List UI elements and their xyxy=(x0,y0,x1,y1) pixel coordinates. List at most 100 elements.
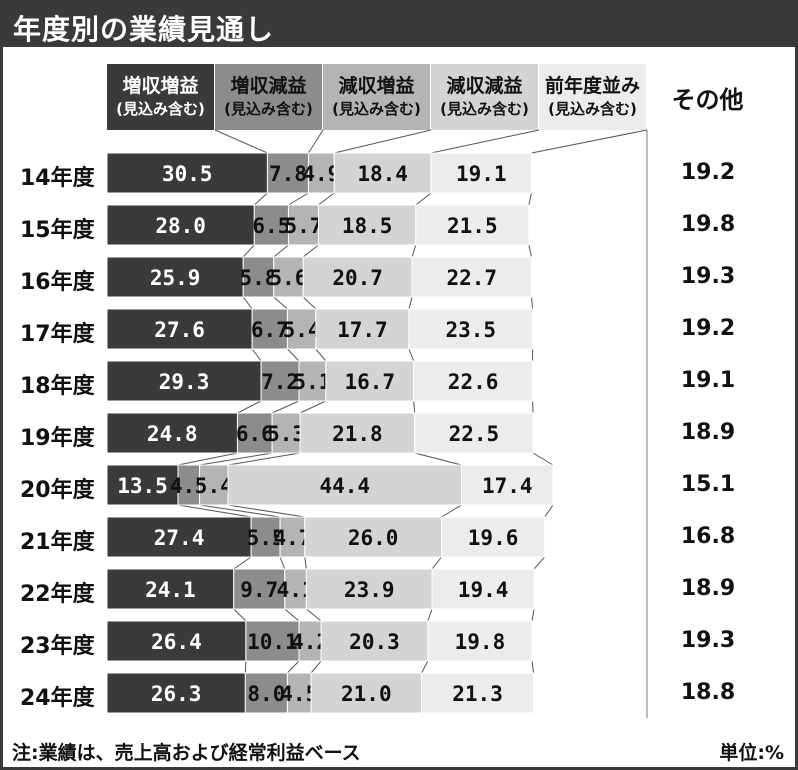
bar-segment xyxy=(106,308,253,350)
column-header-1: 増収増益 (見込み含む) xyxy=(107,64,215,130)
bar-segment xyxy=(333,152,432,194)
other-value: 19.2 xyxy=(680,316,736,341)
data-label: 21.3 xyxy=(452,682,503,706)
data-label: 8.0 xyxy=(247,682,285,706)
year-label: 16年度 xyxy=(20,270,95,295)
connector-line xyxy=(528,244,532,258)
connector-line xyxy=(302,296,317,310)
column-header-other: その他 xyxy=(648,64,768,130)
data-label: 5.6 xyxy=(270,266,308,290)
column-header-2: 増収減益 (見込み含む) xyxy=(215,64,323,130)
connector-line xyxy=(253,192,268,206)
connector-line xyxy=(233,556,252,570)
column-header-title: 増収増益 xyxy=(122,75,199,97)
year-label: 21年度 xyxy=(20,530,95,555)
data-label: 26.3 xyxy=(151,682,202,706)
data-label: 5.8 xyxy=(240,266,278,290)
connector-line xyxy=(284,608,300,622)
other-value: 19.3 xyxy=(680,264,736,289)
connector-line xyxy=(287,348,300,362)
connector-line xyxy=(408,348,415,362)
bar-segment xyxy=(302,256,413,298)
year-label: 18年度 xyxy=(20,374,95,399)
connector-line xyxy=(430,129,540,154)
data-label: 5.3 xyxy=(267,422,305,446)
data-label: 7.2 xyxy=(261,370,299,394)
connector-line xyxy=(530,296,534,310)
connector-line xyxy=(237,400,262,414)
data-label: 23.5 xyxy=(445,318,496,342)
column-header-subtitle: (見込み含む) xyxy=(548,100,637,118)
bar-segment xyxy=(233,568,286,610)
connector-line xyxy=(431,556,442,570)
bar-segment xyxy=(317,204,417,246)
data-label: 19.6 xyxy=(468,526,519,550)
data-label: 5.4 xyxy=(195,474,233,498)
connector-line xyxy=(288,192,309,206)
connector-line xyxy=(227,504,305,518)
other-value: 15.1 xyxy=(680,472,736,497)
column-header-subtitle: (見込み含む) xyxy=(224,100,313,118)
data-label: 19.4 xyxy=(458,578,509,602)
data-label: 21.5 xyxy=(447,214,498,238)
bar-segment xyxy=(325,360,415,402)
data-label: 19.1 xyxy=(456,162,507,186)
bar-segment xyxy=(430,152,532,194)
data-label: 24.1 xyxy=(145,578,196,602)
connector-line xyxy=(318,192,335,206)
year-label: 24年度 xyxy=(20,686,95,711)
connector-line xyxy=(271,400,300,414)
bar-segment xyxy=(106,360,262,402)
connector-line xyxy=(308,129,324,154)
bar-segment xyxy=(286,308,317,350)
column-header-title: 増収減益 xyxy=(230,75,307,97)
data-label: 10.1 xyxy=(247,630,298,654)
connector-line xyxy=(531,660,535,674)
data-label: 5.5 xyxy=(247,526,285,550)
bar-segment xyxy=(320,620,429,662)
data-label: 16.7 xyxy=(344,370,395,394)
bar-segment xyxy=(251,308,288,350)
bar-segment xyxy=(415,204,530,246)
year-label: 14年度 xyxy=(20,166,95,191)
bar-segment xyxy=(441,516,546,558)
bar-segment xyxy=(305,568,433,610)
data-label: 21.8 xyxy=(332,422,383,446)
data-label: 9.7 xyxy=(240,578,278,602)
data-label: 25.9 xyxy=(150,266,201,290)
data-label: 17.7 xyxy=(337,318,388,342)
connector-line xyxy=(315,348,327,362)
connector-line xyxy=(415,192,432,206)
connector-line xyxy=(242,296,253,310)
bar-segment xyxy=(315,308,410,350)
connector-line xyxy=(279,556,286,570)
data-label: 24.8 xyxy=(147,422,198,446)
bar-segment xyxy=(421,672,535,714)
data-label: 22.5 xyxy=(449,422,500,446)
column-header-title: 前年度並み xyxy=(544,75,640,97)
year-label: 15年度 xyxy=(20,218,95,243)
connector-line xyxy=(251,348,262,362)
connector-line xyxy=(421,660,429,674)
bar-segment xyxy=(271,412,301,454)
bar-segment xyxy=(408,308,534,350)
year-label: 23年度 xyxy=(20,634,95,659)
column-header-title: 減収増益 xyxy=(338,75,415,97)
data-label: 19.8 xyxy=(455,630,506,654)
bar-segment xyxy=(236,412,273,454)
bar-segment xyxy=(199,464,229,506)
bar-segment xyxy=(106,256,244,298)
title-bar: 年度別の業績見通し xyxy=(3,3,795,47)
bar-segment xyxy=(273,256,304,298)
bar-segment xyxy=(266,152,309,194)
column-header-4: 減収減益 (見込み含む) xyxy=(431,64,539,130)
column-header-subtitle: (見込み含む) xyxy=(332,100,421,118)
bar-segment xyxy=(431,568,535,610)
connector-line xyxy=(531,608,535,622)
bar-segment xyxy=(253,204,289,246)
connector-line xyxy=(544,504,554,518)
data-label: 27.6 xyxy=(154,318,205,342)
other-value: 19.1 xyxy=(680,368,736,393)
data-label: 22.7 xyxy=(446,266,497,290)
